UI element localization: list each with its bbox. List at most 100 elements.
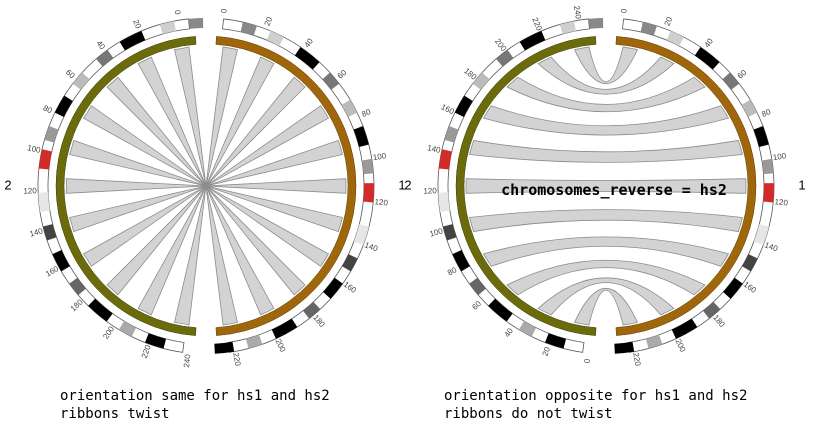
- caption-left-line2: ribbons twist: [60, 406, 170, 422]
- ideogram-band: [545, 333, 567, 349]
- hs2-tick-label: 220: [530, 16, 544, 32]
- ideogram-band: [703, 301, 721, 319]
- hs1-tick-label: 140: [763, 240, 779, 253]
- hs1-tick-label: 80: [760, 107, 772, 119]
- link-ribbon: [482, 236, 730, 267]
- ideogram-band: [88, 298, 113, 322]
- chromosome-hs2-arc: [455, 36, 597, 336]
- ideogram-band: [188, 18, 204, 29]
- chromosome-label-hs1: 1: [798, 177, 805, 192]
- ideogram-band: [245, 334, 263, 349]
- ideogram-band: [38, 192, 50, 213]
- hs2-tick-label: 100: [429, 226, 445, 238]
- ideogram-band: [145, 333, 167, 349]
- ideogram-band: [763, 183, 775, 203]
- ideogram-band: [353, 224, 370, 246]
- ideogram-band: [444, 126, 459, 143]
- ideogram-band: [488, 298, 513, 322]
- ideogram-band: [559, 21, 576, 35]
- hs2-tick-label: 160: [440, 102, 456, 116]
- link-ribbon: [469, 209, 743, 233]
- caption-left-line1: orientation same for hs1 and hs2: [60, 388, 330, 404]
- ideogram-band: [341, 99, 358, 117]
- hs1-tick-label: 40: [702, 36, 715, 49]
- caption-right-line1: orientation opposite for hs1 and hs2: [444, 388, 748, 404]
- ideogram-band: [438, 149, 452, 170]
- ideogram-band: [452, 250, 470, 272]
- hs1-tick-label: 40: [302, 36, 315, 49]
- ideogram-band: [519, 30, 546, 51]
- link-ribbon: [573, 287, 639, 326]
- chromosome-hs1-arc: [615, 36, 757, 336]
- hs2-tick-label: 240: [572, 5, 583, 20]
- ideogram-band: [640, 22, 657, 36]
- ideogram-band: [742, 254, 758, 272]
- hs2-tick-label: 80: [42, 103, 54, 115]
- link-ribbon: [537, 277, 675, 316]
- ideogram-band: [671, 318, 698, 339]
- ideogram-band: [645, 334, 663, 349]
- ideogram-band: [323, 277, 343, 299]
- hs1-tick-label: 20: [263, 15, 275, 27]
- ideogram-band: [69, 277, 86, 296]
- hs1-tick-label: 100: [372, 151, 387, 162]
- link-ribbon: [506, 76, 706, 113]
- ideogram-band: [363, 183, 375, 203]
- ideogram-band: [214, 341, 235, 354]
- ideogram-band: [753, 224, 770, 246]
- link-ribbon: [174, 46, 238, 326]
- hs2-tick-label: 220: [140, 343, 153, 359]
- ideogram-band: [469, 277, 486, 296]
- caption-right-line2: ribbons do not twist: [444, 406, 613, 422]
- hs1-tick-label: 80: [360, 107, 372, 119]
- hs1-tick-label: 100: [772, 151, 787, 162]
- ideogram-band: [353, 126, 369, 148]
- ideogram-band: [496, 49, 514, 67]
- hs1-tick-label: 60: [736, 68, 749, 81]
- link-ribbon: [573, 46, 639, 85]
- ideogram-band: [518, 321, 537, 337]
- chromosome-hs1-arc: [215, 36, 357, 336]
- ideogram-band: [723, 277, 743, 299]
- chromosome-hs2-arc: [55, 36, 197, 336]
- ideogram-band: [54, 95, 73, 117]
- ideogram-band: [361, 158, 374, 175]
- hs1-tick-label: 220: [631, 352, 642, 367]
- ideogram-band: [52, 250, 70, 272]
- hs2-tick-label: 60: [64, 68, 77, 81]
- ideogram-band: [666, 30, 684, 46]
- hs2-tick-label: 20: [541, 345, 553, 357]
- ideogram-band: [271, 318, 298, 339]
- ideogram-band: [438, 192, 450, 213]
- ideogram-band: [761, 158, 774, 175]
- caption-left: orientation same for hs1 and hs2 ribbons…: [60, 387, 330, 423]
- ideogram-band: [38, 149, 52, 170]
- hs1-tick-label: 220: [231, 352, 242, 367]
- hs2-tick-label: 100: [26, 143, 41, 155]
- ideogram-band: [294, 47, 320, 70]
- link-ribbon: [506, 259, 706, 296]
- hs1-tick-label: 200: [674, 338, 688, 354]
- ideogram-band: [266, 30, 284, 46]
- hs2-tick-label: 0: [173, 9, 183, 15]
- hs1-tick-label: 160: [742, 280, 759, 295]
- hs2-tick-label: 40: [503, 326, 516, 339]
- ideogram-band: [159, 21, 176, 35]
- ideogram-band: [722, 72, 740, 90]
- ideogram-band: [694, 47, 720, 70]
- hs1-tick-label: 200: [274, 338, 288, 354]
- link-ribbon: [482, 105, 730, 136]
- ideogram-band: [118, 321, 137, 337]
- hs2-tick-label: 60: [470, 299, 483, 312]
- hs1-tick-label: 120: [374, 197, 389, 207]
- hs2-tick-label: 240: [182, 353, 192, 368]
- ideogram-band: [119, 30, 146, 51]
- ideogram-band: [472, 72, 490, 90]
- hs1-tick-label: 160: [342, 280, 359, 295]
- ideogram-band: [303, 301, 321, 319]
- hs2-tick-label: 120: [423, 186, 437, 195]
- chromosome-label-hs2: 2: [4, 177, 11, 192]
- ideogram-band: [741, 99, 758, 117]
- link-ribbon: [469, 139, 743, 163]
- hs2-tick-label: 140: [29, 226, 45, 238]
